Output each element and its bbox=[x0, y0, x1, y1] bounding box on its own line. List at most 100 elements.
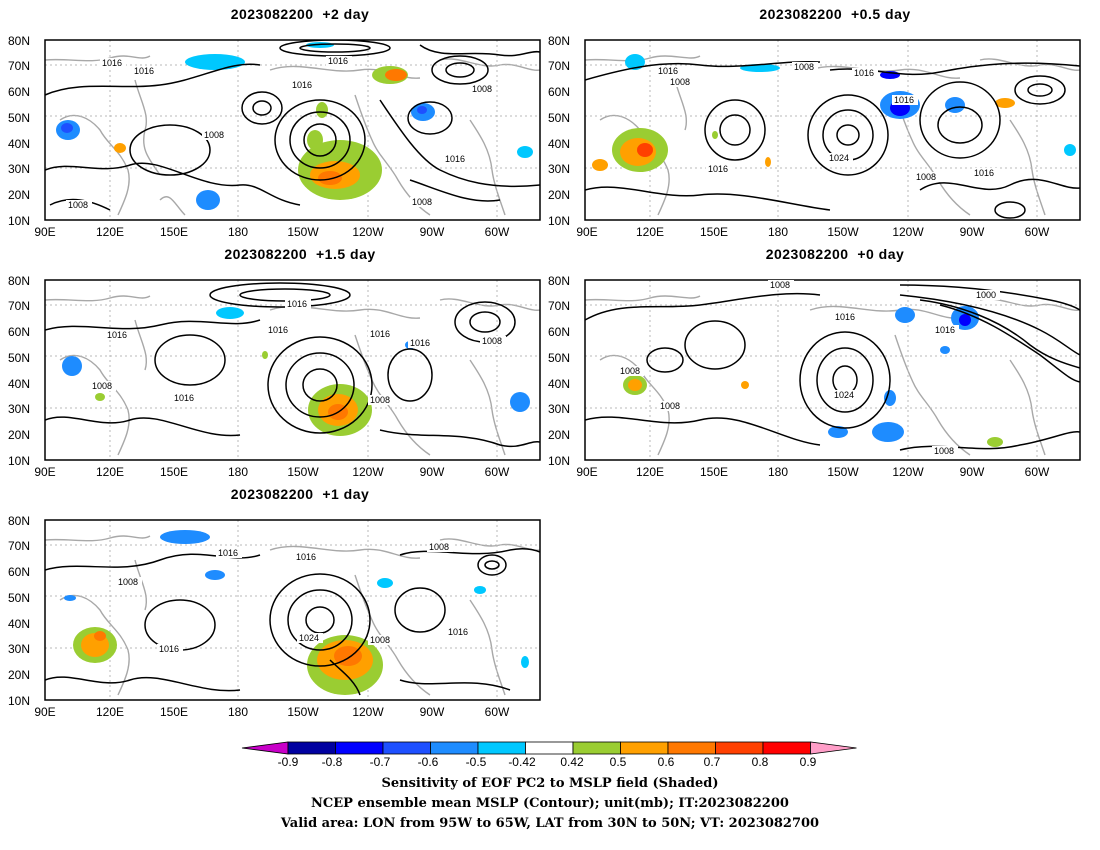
lat-label: 50N bbox=[548, 111, 570, 125]
caption-line-3: Valid area: LON from 95W to 65W, LAT fro… bbox=[280, 816, 820, 831]
lon-label: 180 bbox=[228, 225, 248, 239]
lon-label: 150W bbox=[827, 465, 859, 479]
lon-label: 90W bbox=[420, 225, 445, 239]
lat-label: 70N bbox=[8, 59, 30, 73]
lon-label: 60W bbox=[485, 705, 510, 719]
colorbar-label: 0.6 bbox=[657, 755, 675, 769]
lat-label: 20N bbox=[548, 188, 570, 202]
caption-line-1: Sensitivity of EOF PC2 to MSLP field (Sh… bbox=[381, 776, 719, 791]
lon-label: 150W bbox=[287, 705, 319, 719]
lon-label: 150E bbox=[160, 705, 188, 719]
lat-label: 60N bbox=[8, 85, 30, 99]
lon-label: 180 bbox=[768, 225, 788, 239]
lon-label: 120W bbox=[892, 225, 924, 239]
lat-tick-labels: 80N 70N 60N 50N 40N 30N 20N 10N bbox=[8, 514, 30, 708]
colorbar bbox=[241, 741, 857, 755]
lon-label: 120E bbox=[636, 465, 664, 479]
panel-title-plus2: 2023082200 +2 day bbox=[230, 6, 370, 22]
lat-label: 80N bbox=[8, 274, 30, 288]
lat-label: 80N bbox=[8, 34, 30, 48]
colorbar-label: 0.42 bbox=[560, 755, 584, 769]
contour-label: 1008 bbox=[482, 336, 502, 346]
lat-label: 60N bbox=[548, 85, 570, 99]
contour-label: 1016 bbox=[410, 338, 430, 348]
mslp-contours bbox=[585, 284, 1080, 451]
colorbar-label: -0.9 bbox=[277, 755, 299, 769]
lat-label: 60N bbox=[8, 325, 30, 339]
lat-label: 40N bbox=[8, 377, 30, 391]
lon-tick-labels: 90E 120E 150E 180 150W 120W 90W 60W bbox=[34, 225, 510, 239]
lat-label: 20N bbox=[8, 668, 30, 682]
colorbar-segment bbox=[620, 741, 669, 755]
lon-label: 150E bbox=[700, 225, 728, 239]
panel-title-plus1: 2023082200 +1 day bbox=[230, 486, 370, 502]
colorbar-arrow-max bbox=[810, 741, 857, 755]
colorbar-segment bbox=[287, 741, 336, 755]
lon-label: 120W bbox=[352, 225, 384, 239]
mslp-contours bbox=[585, 60, 1080, 219]
contour-label: 1016 bbox=[935, 325, 955, 335]
contour-label: 1016 bbox=[854, 68, 874, 78]
lat-label: 50N bbox=[8, 111, 30, 125]
contour-label: 1016 bbox=[894, 95, 914, 105]
lon-tick-labels: 90E 120E 150E 180 150W 120W 90W 60W bbox=[576, 465, 1050, 479]
map-panel-plus0: 1008 1000 1016 1016 1008 1008 1024 1008 … bbox=[548, 274, 1081, 479]
contour-label: 1024 bbox=[834, 390, 854, 400]
lat-label: 50N bbox=[548, 351, 570, 365]
colorbar-label: -0.5 bbox=[465, 755, 487, 769]
gridlines bbox=[45, 40, 540, 220]
lat-label: 80N bbox=[548, 34, 570, 48]
lon-label: 90W bbox=[420, 705, 445, 719]
lat-label: 30N bbox=[548, 402, 570, 416]
contour-label: 1016 bbox=[708, 164, 728, 174]
contour-label: 1016 bbox=[370, 329, 390, 339]
lat-label: 30N bbox=[8, 642, 30, 656]
lon-label: 150W bbox=[287, 225, 319, 239]
contour-label: 1008 bbox=[472, 84, 492, 94]
contour-label: 1016 bbox=[107, 330, 127, 340]
coastlines bbox=[45, 535, 540, 696]
colorbar-label: -0.8 bbox=[321, 755, 343, 769]
colorbar-segment bbox=[430, 741, 479, 755]
panel-frame bbox=[44, 39, 541, 221]
lon-label: 150W bbox=[827, 225, 859, 239]
contour-label: 1008 bbox=[620, 366, 640, 376]
panel-frame bbox=[584, 39, 1081, 221]
lat-tick-labels: 80N 70N 60N 50N 40N 30N 20N 10N bbox=[8, 274, 30, 468]
panel-title-plus0: 2023082200 +0 day bbox=[765, 246, 905, 262]
mslp-contours bbox=[45, 40, 540, 211]
lon-label: 90E bbox=[34, 225, 55, 239]
sensitivity-shading bbox=[592, 54, 1076, 172]
map-panel-plus15: 1016 1016 1016 1016 1016 1008 1008 1016 … bbox=[8, 274, 541, 479]
contour-label: 1016 bbox=[174, 393, 194, 403]
lon-label: 150E bbox=[160, 465, 188, 479]
lon-label: 150W bbox=[287, 465, 319, 479]
contour-label: 1000 bbox=[976, 290, 996, 300]
lon-label: 90W bbox=[960, 225, 985, 239]
colorbar-label: -0.42 bbox=[508, 755, 536, 769]
lon-label: 150E bbox=[700, 465, 728, 479]
lon-tick-labels: 90E 120E 150E 180 150W 120W 90W 60W bbox=[34, 465, 510, 479]
lat-label: 70N bbox=[548, 59, 570, 73]
lat-label: 30N bbox=[8, 402, 30, 416]
lat-label: 60N bbox=[8, 565, 30, 579]
contour-label: 1008 bbox=[794, 62, 814, 72]
lon-label: 60W bbox=[485, 225, 510, 239]
contour-label: 1016 bbox=[974, 168, 994, 178]
contour-label: 1016 bbox=[296, 552, 316, 562]
contour-labels: 1008 1000 1016 1016 1008 1008 1024 1008 bbox=[618, 280, 1000, 456]
contour-label: 1016 bbox=[292, 80, 312, 90]
contour-label: 1008 bbox=[670, 77, 690, 87]
map-panel-plus2: 1016 1016 1016 1016 1008 1008 1016 1008 … bbox=[8, 34, 541, 239]
lat-label: 30N bbox=[548, 162, 570, 176]
contour-label: 1016 bbox=[287, 299, 307, 309]
lat-label: 40N bbox=[8, 137, 30, 151]
lat-label: 70N bbox=[8, 299, 30, 313]
lon-label: 90E bbox=[576, 225, 597, 239]
lat-label: 40N bbox=[548, 137, 570, 151]
colorbar-label: 0.9 bbox=[799, 755, 817, 769]
map-panel-plus1: 1016 1016 1008 1008 1016 1024 1008 1016 … bbox=[8, 514, 541, 719]
contour-label: 1016 bbox=[328, 56, 348, 66]
lon-label: 180 bbox=[228, 465, 248, 479]
map-panel-plus05: 1016 1008 1008 1016 1016 1024 1016 1016 … bbox=[548, 34, 1081, 239]
